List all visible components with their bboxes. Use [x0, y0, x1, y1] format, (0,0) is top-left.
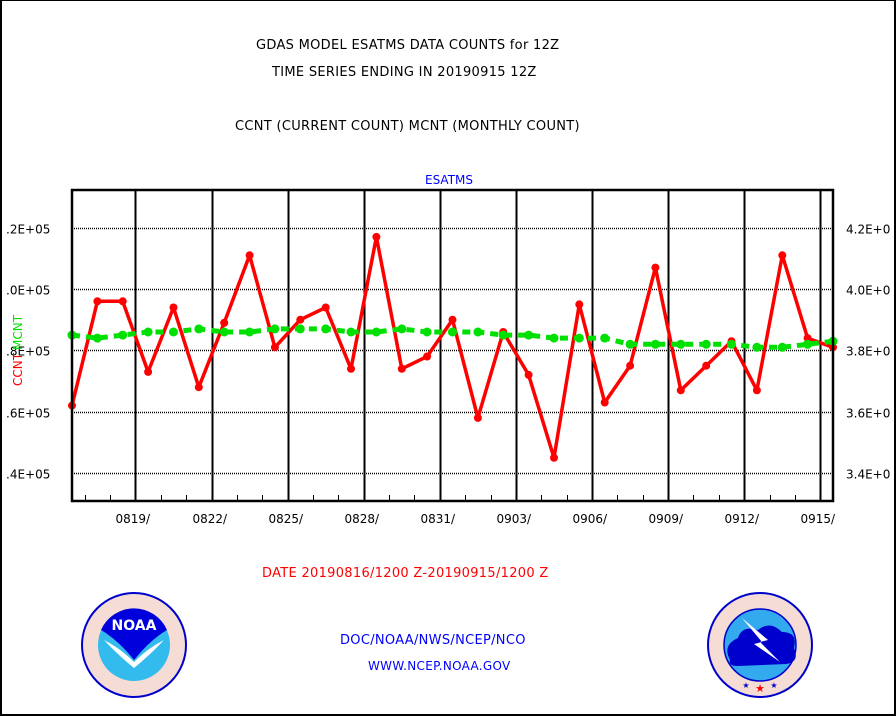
data-point-mcnt [295, 324, 305, 334]
chart-title-line3: CCNT (CURRENT COUNT) MCNT (MONTHLY COUNT… [235, 119, 580, 134]
data-point-ccnt [600, 398, 609, 407]
frame-border-top [0, 0, 896, 1]
xtick-label: 0912/ [725, 512, 761, 526]
data-point-mcnt [397, 324, 407, 334]
data-point-ccnt [524, 370, 533, 379]
data-point-ccnt [118, 297, 127, 306]
data-point-ccnt [144, 367, 153, 376]
data-point-mcnt [549, 333, 559, 343]
data-point-mcnt [422, 327, 432, 337]
frame-border-left [0, 0, 2, 716]
data-point-ccnt [676, 386, 685, 395]
data-point-mcnt [371, 327, 381, 337]
data-point-ccnt [245, 251, 254, 260]
data-point-ccnt [397, 364, 406, 373]
data-point-mcnt [143, 327, 153, 337]
data-point-mcnt [498, 330, 508, 340]
data-point-ccnt [194, 383, 203, 392]
data-point-mcnt [752, 342, 762, 352]
data-point-ccnt [575, 300, 584, 309]
ytick-label-left: .4E+05 [6, 468, 50, 482]
org-path-label: DOC/NOAA/NWS/NCEP/NCO [340, 633, 526, 648]
data-point-mcnt [701, 339, 711, 349]
data-point-mcnt [321, 324, 331, 334]
data-point-ccnt [803, 334, 812, 343]
ylabel-ccnt: CCNT [11, 352, 25, 386]
xtick-label: 0903/ [497, 512, 533, 526]
data-point-mcnt [803, 339, 813, 349]
data-point-ccnt [550, 453, 558, 462]
data-point-mcnt [270, 324, 280, 334]
data-point-ccnt [423, 352, 432, 361]
data-point-ccnt [296, 315, 305, 324]
data-point-mcnt [524, 330, 534, 340]
data-point-ccnt [220, 318, 229, 327]
data-point-ccnt [347, 364, 355, 373]
xtick-label: 0906/ [573, 512, 609, 526]
data-point-ccnt [702, 361, 711, 370]
ytick-label-left: .0E+05 [6, 284, 50, 298]
data-point-ccnt [473, 413, 482, 422]
data-point-mcnt [118, 330, 128, 340]
data-point-ccnt [372, 232, 381, 241]
ylabel-mcnt: MCNT [11, 314, 25, 350]
ytick-label-left: .6E+05 [6, 407, 50, 421]
ytick-label-right: 3.6E+0 [846, 407, 890, 421]
date-range-label: DATE 20190816/1200 Z-20190915/1200 Z [262, 566, 549, 581]
data-point-ccnt [93, 297, 102, 306]
xtick-label: 0831/ [421, 512, 457, 526]
ytick-label-right: 3.8E+0 [846, 345, 890, 359]
data-point-mcnt [574, 333, 584, 343]
xtick-label: 0909/ [649, 512, 685, 526]
ytick-label-right: 4.2E+0 [846, 223, 890, 237]
data-point-mcnt [169, 327, 178, 337]
frame-border-right [894, 0, 896, 716]
data-point-mcnt [194, 324, 204, 334]
data-point-mcnt [600, 333, 610, 343]
xtick-label: 0825/ [269, 512, 305, 526]
data-point-ccnt [270, 343, 279, 352]
ytick-label-right: 4.0E+0 [846, 284, 890, 298]
website-label: WWW.NCEP.NOAA.GOV [368, 659, 511, 673]
xtick-label: 0915/ [801, 512, 837, 526]
ytick-label-left: .2E+05 [6, 223, 50, 237]
ytick-label-right: 3.4E+0 [846, 468, 890, 482]
data-point-mcnt [727, 339, 736, 349]
data-point-ccnt [169, 303, 178, 312]
plot-title: ESATMS [425, 173, 473, 187]
data-point-mcnt [777, 342, 787, 352]
data-point-ccnt [448, 315, 457, 324]
data-point-mcnt [473, 327, 483, 337]
data-point-mcnt [245, 327, 255, 337]
data-point-ccnt [778, 251, 787, 260]
data-point-ccnt [752, 386, 761, 395]
data-point-mcnt [346, 327, 356, 337]
frame-border-bottom [0, 714, 896, 716]
chart-title-line1: GDAS MODEL ESATMS DATA COUNTS for 12Z [256, 38, 560, 53]
data-point-mcnt [650, 339, 660, 349]
data-point-mcnt [676, 339, 686, 349]
series-line-ccnt [70, 235, 834, 460]
data-point-mcnt [92, 333, 102, 343]
ytick-label-left: .8E+05 [6, 345, 50, 359]
data-point-ccnt [321, 303, 330, 312]
xtick-label: 0828/ [345, 512, 381, 526]
chart-title-line2: TIME SERIES ENDING IN 20190915 12Z [272, 65, 537, 80]
data-point-ccnt [626, 361, 635, 370]
xtick-label: 0822/ [193, 512, 229, 526]
xtick-label: 0819/ [116, 512, 152, 526]
plot-frame [70, 188, 835, 503]
data-point-mcnt [448, 327, 457, 337]
data-point-mcnt [625, 339, 635, 349]
data-point-ccnt [651, 263, 660, 272]
data-point-mcnt [219, 327, 229, 337]
